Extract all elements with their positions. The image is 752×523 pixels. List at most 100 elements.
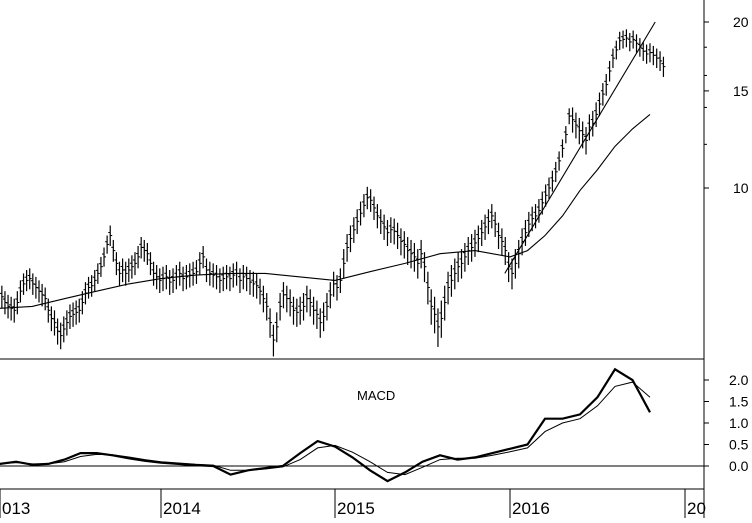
- price-bar: [52, 310, 57, 336]
- price-bar: [479, 219, 484, 246]
- price-bar: [311, 296, 316, 325]
- price-bar: [251, 271, 256, 297]
- price-bar: [456, 252, 461, 283]
- x-tick-label: 2014: [163, 499, 201, 518]
- price-bar: [533, 204, 538, 229]
- x-tick-label: 013: [2, 499, 30, 518]
- price-bar: [621, 30, 626, 49]
- price-bar: [429, 289, 434, 325]
- price-bar: [499, 228, 504, 256]
- price-bar: [523, 219, 528, 246]
- price-bar: [64, 310, 69, 336]
- price-bar: [9, 296, 14, 321]
- price-bar: [224, 265, 229, 290]
- price-bar: [553, 161, 558, 183]
- price-bar: [148, 252, 153, 276]
- price-bar: [0, 285, 4, 309]
- price-bar: [145, 242, 150, 266]
- trend-line: [504, 21, 656, 274]
- price-bar: [476, 225, 481, 253]
- price-bar: [281, 282, 286, 309]
- price-bar: [607, 60, 612, 82]
- price-bar: [24, 270, 29, 292]
- price-bar: [181, 266, 186, 292]
- price-bar: [77, 298, 82, 323]
- price-bar: [254, 273, 259, 299]
- price-bar: [197, 252, 202, 276]
- price-bar: [126, 258, 131, 283]
- price-bar: [503, 236, 508, 266]
- price-bar: [201, 245, 206, 269]
- price-bar: [284, 285, 289, 313]
- price-bar: [27, 268, 32, 290]
- price-bar: [341, 249, 346, 279]
- price-bar: [462, 242, 467, 272]
- price-bar: [398, 228, 403, 256]
- price-bar: [217, 268, 222, 294]
- price-bar: [132, 252, 137, 276]
- price-bar: [237, 268, 242, 294]
- price-bar: [136, 245, 141, 269]
- price-bar: [171, 268, 176, 294]
- price-bar: [560, 139, 565, 158]
- price-bar: [493, 211, 498, 237]
- price-bar: [375, 204, 380, 229]
- price-bar: [658, 51, 663, 71]
- price-bar: [74, 300, 79, 325]
- price-bar: [324, 293, 329, 321]
- price-bar: [328, 282, 333, 309]
- price-bar: [627, 33, 632, 52]
- price-bar: [157, 268, 162, 294]
- macd-line: [0, 367, 651, 483]
- price-bar: [472, 229, 477, 257]
- price-bar: [409, 239, 414, 269]
- price-bar: [261, 285, 266, 313]
- price-bar: [331, 271, 336, 297]
- price-bar: [231, 263, 236, 288]
- price-bar: [177, 261, 182, 286]
- price-bar: [95, 263, 100, 284]
- price-bar: [550, 170, 555, 192]
- macd-panel: MACD: [0, 367, 704, 483]
- price-bar: [129, 255, 134, 279]
- price-bar: [584, 127, 589, 155]
- price-bar: [597, 92, 602, 117]
- price-bar: [361, 194, 366, 218]
- price-bar: [6, 294, 11, 319]
- price-bar: [348, 225, 353, 253]
- price-bar: [557, 151, 562, 171]
- price-bar: [432, 296, 437, 334]
- price-bar: [594, 102, 599, 128]
- price-bar: [543, 184, 548, 207]
- price-bar: [345, 234, 350, 262]
- price-bar: [298, 296, 303, 325]
- macd-label: MACD: [357, 388, 395, 403]
- macd-tick-label: 2.0: [729, 372, 749, 388]
- price-bar: [227, 266, 232, 292]
- price-bar: [314, 300, 319, 330]
- price-bar: [117, 261, 122, 286]
- price-bar: [614, 40, 619, 60]
- price-bar: [98, 256, 103, 277]
- price-bar: [211, 263, 216, 288]
- price-bar: [382, 214, 387, 240]
- price-bar: [274, 312, 279, 343]
- price-bar: [268, 308, 273, 338]
- price-bar: [61, 316, 66, 343]
- price-bar: [288, 289, 293, 317]
- price-bar: [624, 29, 629, 48]
- price-bar: [108, 225, 113, 246]
- price-bar: [587, 114, 592, 141]
- price-bar: [278, 293, 283, 321]
- price-bar: [335, 275, 340, 301]
- price-bar: [489, 204, 494, 229]
- price-bar: [600, 83, 605, 106]
- price-bar: [425, 271, 430, 305]
- price-bar: [43, 287, 48, 311]
- price-bar: [577, 117, 582, 145]
- price-bar: [294, 298, 299, 327]
- price-bar: [167, 270, 172, 295]
- price-bar: [318, 308, 323, 338]
